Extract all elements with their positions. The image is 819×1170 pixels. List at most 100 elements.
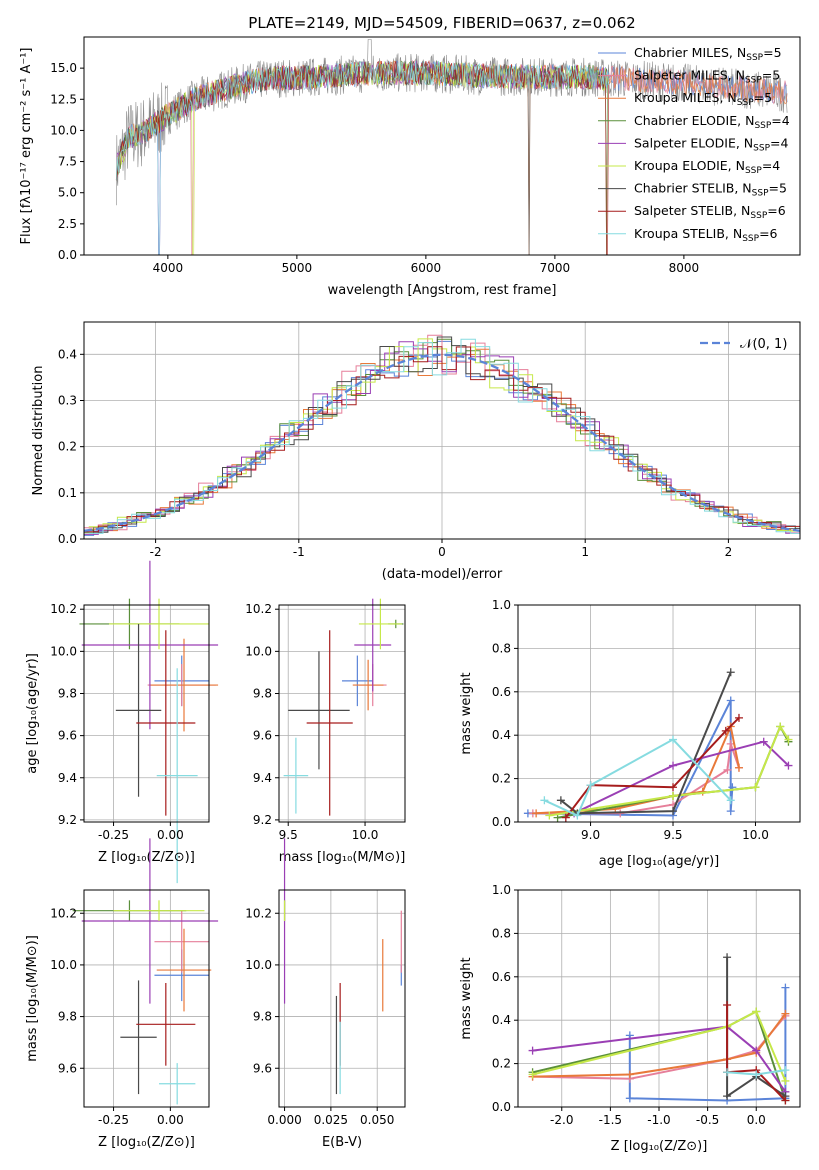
x-axis-label: (data-model)/error — [382, 567, 503, 582]
axes-box — [517, 604, 801, 823]
y-axis-label: Flux [fλ10⁻¹⁷ erg cm⁻² s⁻¹ A⁻¹] — [19, 48, 34, 245]
legend-text: Salpeter ELODIE, N — [634, 135, 753, 150]
x-tick-label: 8000 — [669, 261, 700, 275]
y-tick-label: 9.6 — [58, 729, 77, 743]
mass-weight-marker — [528, 1046, 537, 1055]
y-tick-label: 9.8 — [58, 1010, 77, 1024]
x-tick-label: 10.0 — [352, 828, 379, 842]
legend-text: Kroupa STELIB, N — [634, 226, 742, 241]
x-tick-label: 10.0 — [742, 828, 769, 842]
legend-text: Salpeter MILES, N — [634, 68, 745, 83]
x-tick-label: 0.025 — [314, 1113, 348, 1127]
mass-weight-marker — [723, 1001, 732, 1010]
mass-weight-marker — [781, 1009, 790, 1018]
model-spectrum-line — [115, 60, 609, 256]
mass-weight-vs-age-panel: 9.0 9.5 10.0 0.0 0.2 0.4 0.6 0.8 1.0 age [log₁₀(a… — [459, 598, 801, 869]
x-tick-label: 4000 — [153, 261, 184, 275]
mass-weight-marker — [532, 809, 541, 818]
mass-weight-line — [532, 1025, 787, 1093]
plot-area — [79, 560, 219, 884]
residual-histogram-panel: -2 -1 0 1 2 0.0 0.1 0.2 0.3 0.4 (data-model)/error… — [31, 321, 801, 582]
y-tick-label: 0.2 — [492, 1057, 511, 1071]
mass-vs-metallicity-panel: -0.25 0.00 9.6 9.8 10.0 10.2 Z [log₁₀(Z/Z⊙)] ma… — [25, 838, 219, 1150]
mass-weight-marker — [781, 1066, 790, 1075]
axes-frame: 9.5 10.0 9.2 9.4 9.6 9.8 10.0 10.2 — [245, 602, 406, 842]
legend-text: Kroupa ELODIE, N — [634, 158, 745, 173]
legend-subscript: SSP — [750, 211, 767, 221]
y-tick-label: 9.6 — [58, 1061, 77, 1075]
y-tick-label: 10.2 — [245, 602, 272, 616]
mass-weight-marker — [723, 953, 732, 962]
y-tick-label: 0.8 — [492, 926, 511, 940]
residual-histogram-step — [88, 348, 800, 532]
y-tick-label: 2.5 — [58, 217, 77, 231]
mass-weight-marker — [528, 1070, 537, 1079]
y-tick-label: 9.4 — [58, 771, 77, 785]
legend-text: Chabrier MILES, N — [634, 45, 746, 60]
x-tick-label: 5000 — [282, 261, 313, 275]
legend-text: Chabrier ELODIE, N — [634, 113, 754, 128]
axes-frame: 4000 5000 6000 7000 8000 0.0 2.5 5.0 7.5 10.0 12.5… — [50, 36, 801, 275]
mass-weight-line — [560, 671, 732, 815]
x-tick-label: 9.5 — [279, 828, 298, 842]
mass-weight-marker — [556, 796, 565, 805]
mass-weight-marker — [545, 811, 554, 820]
legend-suffix: =5 — [769, 181, 787, 196]
age-vs-mass-panel: 9.5 10.0 9.2 9.4 9.6 9.8 10.0 10.2 mass [log₁₀(M… — [245, 598, 406, 865]
axes-box — [83, 36, 801, 256]
legend-entry: 𝒩(0, 1) — [740, 337, 787, 352]
axes-box — [83, 604, 210, 823]
y-tick-label: 10.2 — [50, 906, 77, 920]
mass-weight-marker — [669, 807, 678, 816]
x-axis-label: wavelength [Angstrom, rest frame] — [328, 283, 557, 298]
plot-area — [83, 334, 801, 536]
legend-subscript: SSP — [745, 76, 762, 86]
axes-box — [83, 889, 210, 1108]
mass-weight-marker — [752, 1007, 761, 1016]
mass-weight-marker — [625, 1070, 634, 1079]
mass-weight-line — [532, 1010, 787, 1082]
y-tick-label: 10.0 — [50, 123, 77, 137]
mass-weight-marker — [752, 1046, 761, 1055]
plot-area — [523, 668, 793, 822]
y-tick-label: 10.0 — [245, 644, 272, 658]
x-tick-label: 0.000 — [267, 1113, 301, 1127]
legend: 𝒩(0, 1) — [700, 337, 787, 352]
legend-entry: Salpeter ELODIE, NSSP=4 — [634, 135, 789, 153]
mass-weight-marker — [723, 1068, 732, 1077]
mass-weight-marker — [540, 796, 549, 805]
y-axis-label: mass weight — [459, 957, 474, 1039]
axes-box — [278, 889, 406, 1108]
mass-weight-marker — [752, 1070, 761, 1079]
y-axis-label: mass weight — [459, 672, 474, 754]
mass-weight-marker — [784, 761, 793, 770]
x-axis-label: age [log₁₀(age/yr)] — [599, 854, 720, 869]
mass-weight-marker — [625, 1094, 634, 1103]
x-tick-label: 1 — [581, 545, 589, 559]
legend-entry: Kroupa MILES, NSSP=5 — [634, 90, 772, 108]
mass-weight-marker — [726, 796, 735, 805]
legend-entry: Chabrier ELODIE, NSSP=4 — [634, 113, 790, 131]
y-axis-label: Normed distribution — [31, 366, 46, 496]
x-axis-label: mass [log₁₀(M/M⊙)] — [279, 850, 406, 865]
y-tick-label: 0.6 — [492, 970, 511, 984]
legend-entry: Chabrier MILES, NSSP=5 — [634, 45, 782, 63]
normal-reference-curve — [83, 353, 801, 533]
y-tick-label: 9.6 — [253, 729, 272, 743]
legend-subscript: SSP — [742, 234, 759, 244]
x-tick-label: -2.0 — [550, 1113, 573, 1127]
y-tick-label: 12.5 — [50, 92, 77, 106]
mass-weight-marker — [561, 813, 570, 822]
legend-suffix: =6 — [759, 226, 777, 241]
y-tick-label: 7.5 — [58, 155, 77, 169]
y-tick-label: 10.0 — [50, 958, 77, 972]
plot-area — [528, 953, 790, 1105]
y-tick-label: 0.2 — [58, 440, 77, 454]
x-tick-label: 9.5 — [663, 828, 682, 842]
y-tick-label: 9.2 — [58, 813, 77, 827]
legend-subscript: SSP — [753, 143, 770, 153]
mass-weight-marker — [781, 1096, 790, 1105]
x-tick-label: 0.00 — [157, 828, 184, 842]
